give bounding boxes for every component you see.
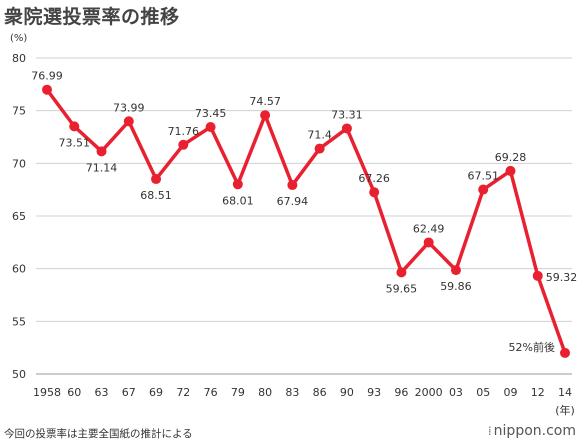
data-point-1958: [42, 84, 52, 95]
data-point-93: [369, 187, 380, 198]
data-label-86: 71.4: [307, 129, 332, 142]
data-label-96: 59.65: [386, 282, 418, 295]
logo-mark-icon: ⁞: [487, 424, 492, 438]
x-tick-label-10: 86: [313, 386, 327, 399]
x-tick-label-1: 60: [67, 386, 81, 399]
footnote: 今回の投票率は主要全国紙の推計による: [4, 428, 193, 440]
data-point-96: [396, 267, 407, 278]
data-label-79: 68.01: [222, 194, 254, 207]
x-tick-label-16: 05: [476, 386, 490, 399]
data-point-09: [505, 165, 516, 176]
data-label-05: 67.51: [467, 170, 499, 183]
data-point-05: [478, 184, 489, 195]
data-label-76: 73.45: [195, 107, 227, 120]
data-label-80: 74.57: [249, 95, 281, 108]
x-tick-label-17: 09: [503, 386, 517, 399]
y-tick-label-65: 65: [12, 210, 26, 223]
y-tick-label-70: 70: [12, 157, 26, 170]
x-tick-label-19: 14: [558, 386, 572, 399]
data-point-72: [178, 139, 189, 150]
chart-title: 衆院選投票率の推移: [4, 6, 180, 28]
data-point-63: [96, 146, 107, 157]
data-point-86: [314, 143, 325, 154]
data-label-93: 67.26: [358, 172, 390, 185]
x-tick-label-15: 03: [449, 386, 463, 399]
y-tick-label-55: 55: [12, 315, 26, 328]
data-label-67: 73.99: [113, 101, 145, 114]
data-point-76: [205, 121, 216, 132]
data-point-03: [450, 265, 461, 276]
x-tick-label-2: 63: [95, 386, 109, 399]
y-tick-label-50: 50: [12, 368, 26, 381]
data-point-12: [532, 270, 543, 281]
data-label-14: 52%前後: [509, 340, 555, 354]
x-tick-label-6: 76: [204, 386, 218, 399]
data-label-72: 71.76: [168, 125, 200, 138]
x-tick-label-11: 90: [340, 386, 354, 399]
data-label-60: 73.51: [59, 136, 91, 149]
gridlines: [36, 57, 572, 375]
x-unit-label: (年): [555, 403, 575, 417]
x-tick-label-3: 67: [122, 386, 136, 399]
data-point-83: [287, 180, 298, 191]
data-label-09: 69.28: [495, 151, 527, 164]
data-point-60: [69, 121, 80, 132]
nippon-logo: ⁞ nippon.com: [488, 423, 576, 439]
data-point-79: [232, 179, 243, 190]
data-point-69: [151, 174, 162, 185]
y-tick-label-60: 60: [12, 263, 26, 276]
data-point-90: [341, 123, 352, 134]
data-point-2000: [423, 237, 434, 248]
x-tick-label-18: 12: [531, 386, 545, 399]
x-tick-label-7: 79: [231, 386, 245, 399]
data-label-1958: 76.99: [31, 70, 63, 83]
data-label-63: 71.14: [86, 161, 118, 174]
data-label-12: 59.32: [546, 271, 578, 284]
data-point-67: [123, 116, 134, 127]
x-tick-label-0: 1958: [33, 386, 61, 399]
data-label-83: 67.94: [277, 195, 309, 208]
y-tick-label-80: 80: [12, 52, 26, 65]
x-tick-label-5: 72: [176, 386, 190, 399]
y-axis: 50 55 60 65 70 75 80 (%): [10, 33, 27, 381]
data-label-90: 73.31: [331, 108, 363, 121]
data-label-03: 59.86: [440, 280, 472, 293]
data-label-69: 68.51: [140, 189, 172, 202]
x-tick-label-8: 80: [258, 386, 272, 399]
logo-text: nippon.com: [493, 423, 576, 439]
series-turnout: [42, 84, 570, 358]
x-axis: 1958 60 63 67 69 72 76 79 80 83 86 90 93 96 2000 03 05 09…: [33, 386, 575, 417]
data-point-14: [560, 347, 570, 358]
x-tick-label-13: 96: [394, 386, 408, 399]
data-label-2000: 62.49: [413, 222, 445, 235]
data-point-80: [260, 110, 271, 121]
x-tick-label-4: 69: [149, 386, 163, 399]
x-tick-label-9: 83: [285, 386, 299, 399]
data-labels: 76.99 73.51 71.14 73.99 68.51 71.76 73.45 68.01…: [31, 70, 577, 354]
y-unit-label: (%): [10, 33, 27, 44]
series-line: [45, 88, 567, 354]
y-tick-label-75: 75: [12, 105, 26, 118]
x-tick-label-12: 93: [367, 386, 381, 399]
x-tick-label-14: 2000: [415, 386, 443, 399]
